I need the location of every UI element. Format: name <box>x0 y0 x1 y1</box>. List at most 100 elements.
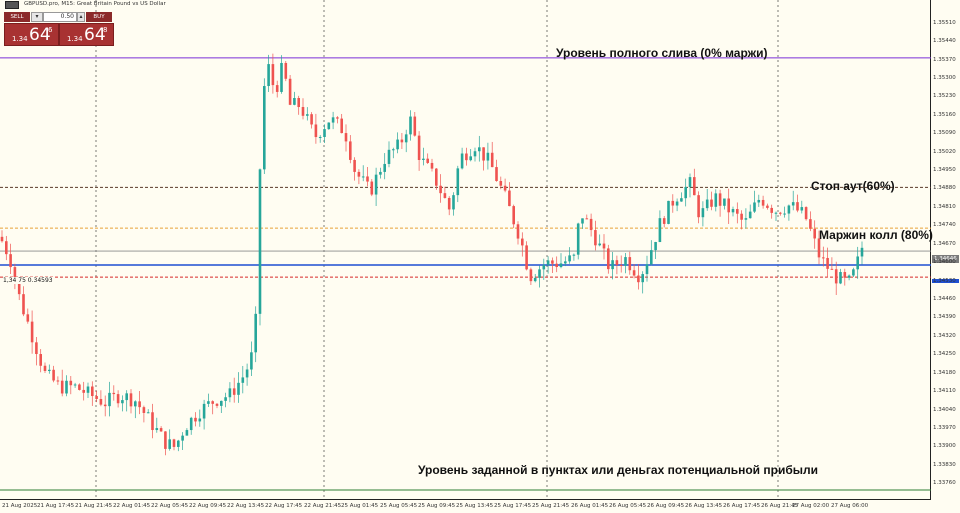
price-tick-label: 1.34950 <box>933 167 956 174</box>
candle-bear <box>271 64 275 86</box>
candle-bear <box>503 185 507 191</box>
candle-bear <box>211 401 214 404</box>
candle-bull <box>800 207 804 211</box>
candle-bull <box>409 116 412 135</box>
candle-bear <box>22 294 25 315</box>
buy-price-panel[interactable]: 1.34 64 8 <box>59 23 114 46</box>
candle-bear <box>447 197 451 210</box>
candle-bear <box>443 193 447 198</box>
price-tick-label: 1.35510 <box>933 19 956 26</box>
time-tick-label: 25 Aug 05:45 <box>380 503 418 509</box>
price-tick-label: 1.35440 <box>933 38 956 45</box>
candle-bear <box>142 407 146 413</box>
candle-bull <box>108 392 111 407</box>
price-tick-label: 1.35230 <box>933 93 956 100</box>
candle-bull <box>202 403 206 419</box>
candle-bear <box>60 380 64 394</box>
lot-dropdown-icon[interactable]: ▾ <box>31 12 43 22</box>
candle-bear <box>349 141 352 160</box>
candle-bull <box>641 274 644 283</box>
candle-bear <box>78 384 81 390</box>
candle-bull <box>572 254 576 256</box>
candle-bear <box>607 248 610 270</box>
time-tick-label: 26 Aug 01:45 <box>571 503 609 509</box>
candle-bull <box>361 176 365 178</box>
price-tick-label: 1.34040 <box>933 406 956 413</box>
buy-button[interactable]: BUY <box>86 12 112 22</box>
candle-bull <box>237 382 240 395</box>
candle-bear <box>370 181 374 195</box>
candle-bull <box>280 62 283 92</box>
price-tick-label: 1.34180 <box>933 369 956 376</box>
candle-bull <box>189 417 193 431</box>
lot-stepper-icon[interactable]: ▴ <box>77 12 85 22</box>
candle-bull <box>680 198 683 202</box>
candle-bull <box>860 247 864 257</box>
candle-bear <box>43 365 47 371</box>
chart-window-icon <box>5 1 19 9</box>
time-tick-label: 26 Aug 21:45 <box>761 503 799 509</box>
price-tick-label: 1.34670 <box>933 240 956 247</box>
chart-title: GBPUSD.pro, M15: Great Britain Pound vs … <box>24 1 166 7</box>
candle-bear <box>602 243 606 249</box>
candle-bull <box>714 193 718 207</box>
candle-bull <box>65 380 68 394</box>
lot-size-input[interactable]: 0.50 <box>43 12 77 22</box>
candle-bear <box>594 230 597 246</box>
candle-bull <box>731 209 735 213</box>
candle-bull <box>73 384 77 386</box>
chart-canvas[interactable] <box>0 0 931 500</box>
candle-bear <box>336 117 339 119</box>
candle-bear <box>99 398 103 405</box>
candle-bear <box>0 236 4 242</box>
time-tick-label: 26 Aug 05:45 <box>609 503 647 509</box>
time-tick-label: 21 Aug 17:45 <box>37 503 75 509</box>
candle-bear <box>82 389 85 393</box>
candle-bear <box>400 139 404 143</box>
candle-bear <box>809 219 812 229</box>
candle-bull <box>48 369 51 371</box>
sell-price-panel[interactable]: 1.34 64 6 <box>4 23 59 46</box>
time-tick-label: 22 Aug 17:45 <box>265 503 303 509</box>
candle-bear <box>555 263 558 268</box>
candle-bull <box>701 208 705 218</box>
candle-bull <box>422 158 425 161</box>
candle-bull <box>469 156 472 161</box>
candle-bear <box>718 193 722 206</box>
candle-bull <box>86 386 90 393</box>
candle-bear <box>637 275 640 283</box>
price-tick-label: 1.35370 <box>933 56 956 63</box>
candle-bear <box>727 198 730 213</box>
time-tick-label: 26 Aug 13:45 <box>685 503 723 509</box>
price-tick-label: 1.34110 <box>933 388 956 395</box>
sell-button[interactable]: SELL <box>4 12 30 22</box>
candle-bull <box>456 168 460 196</box>
candle-bear <box>129 393 133 407</box>
candle-bear <box>628 257 632 271</box>
candle-bear <box>39 354 42 366</box>
candle-bear <box>9 254 12 268</box>
candle-bull <box>306 114 309 116</box>
open-price-tag <box>932 279 959 283</box>
time-tick-label: 22 Aug 21:45 <box>304 503 342 509</box>
candle-bull <box>134 401 137 407</box>
candle-bear <box>95 396 98 399</box>
candle-bull <box>757 199 761 203</box>
sell-price-sup: 6 <box>48 26 53 34</box>
candle-bull <box>387 149 391 164</box>
candle-bear <box>56 380 60 382</box>
candle-bear <box>632 270 636 276</box>
price-tick-label: 1.34320 <box>933 332 956 339</box>
plot-area[interactable] <box>0 0 931 500</box>
time-tick-label: 21 Aug 2025 <box>2 503 38 509</box>
candle-bear <box>417 135 421 161</box>
candle-bull <box>452 195 455 210</box>
candle-bull <box>224 397 227 401</box>
candle-bull <box>839 272 842 284</box>
candle-bull <box>331 117 335 123</box>
time-tick-label: 22 Aug 01:45 <box>113 503 151 509</box>
candle-bear <box>834 269 838 284</box>
candle-bull <box>684 186 687 199</box>
candle-bear <box>159 428 163 432</box>
